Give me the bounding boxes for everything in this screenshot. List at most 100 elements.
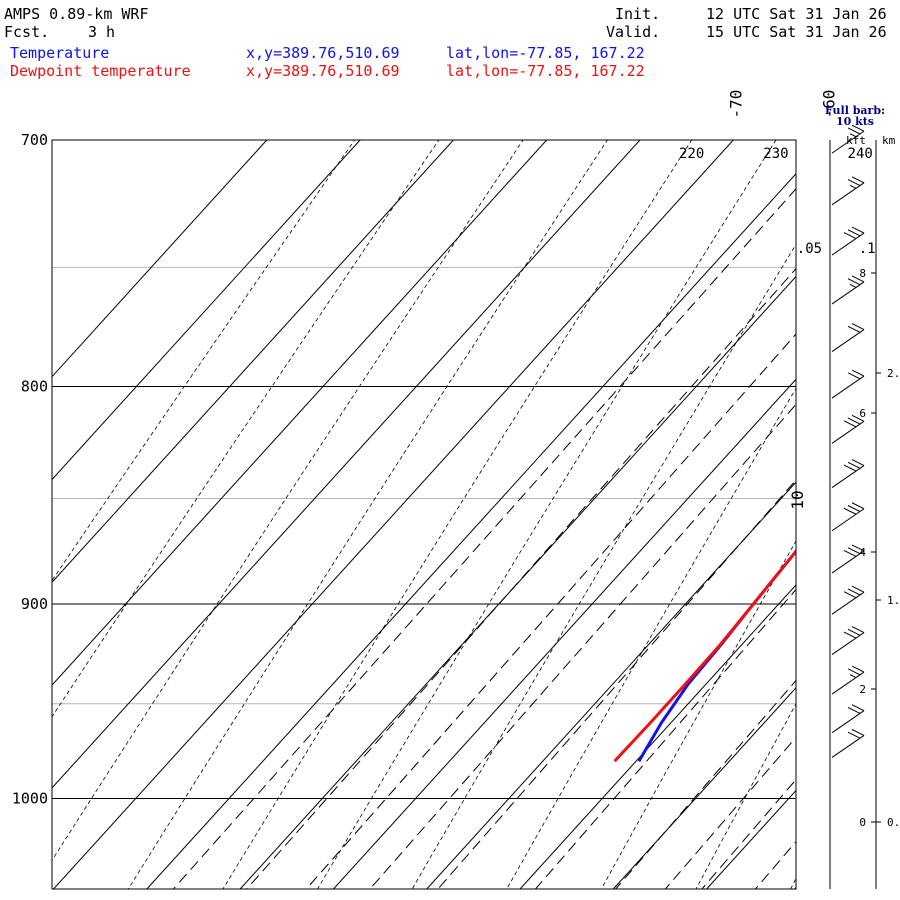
mixing-ratio-line bbox=[369, 403, 796, 889]
wind-barb-flag bbox=[851, 704, 865, 712]
isotherm-line bbox=[333, 378, 796, 889]
wind-barb-staff bbox=[831, 329, 865, 352]
dewpoint-line bbox=[613, 549, 796, 763]
height-axis: 8 6 4 2 0 2. 1. 0. bbox=[829, 140, 900, 889]
init-label: Init. bbox=[615, 5, 661, 23]
wind-barb bbox=[831, 275, 865, 305]
wind-barb-flag bbox=[847, 372, 861, 380]
model-title: AMPS 0.89-km WRF bbox=[4, 5, 149, 23]
wind-barb bbox=[831, 626, 865, 655]
isotherm-line bbox=[519, 584, 796, 889]
mixing-ratio-line bbox=[246, 267, 796, 889]
dry-adiabat-line bbox=[600, 540, 796, 889]
isotherm-line bbox=[52, 140, 361, 481]
wind-barb-flag bbox=[847, 628, 861, 636]
wind-barb-flag bbox=[847, 547, 861, 555]
wind-barb bbox=[831, 323, 865, 352]
wind-barb-staff bbox=[831, 281, 865, 305]
wind-barb-staff bbox=[831, 420, 865, 444]
wind-barb-flag bbox=[851, 275, 865, 283]
wind-barb-staff bbox=[831, 130, 865, 154]
theta-label: 240 bbox=[848, 146, 873, 162]
dry-adiabat-line bbox=[52, 140, 356, 582]
wind-barb-flag bbox=[851, 323, 865, 331]
wind-barb-flag bbox=[847, 229, 861, 237]
wind-barb-flag bbox=[847, 417, 861, 425]
isotherm-line bbox=[52, 140, 268, 378]
wind-barb-flag bbox=[843, 420, 857, 428]
wind-barb-flag bbox=[847, 668, 861, 676]
wind-barb-halfflag bbox=[849, 133, 857, 138]
km-tick-label: 0. bbox=[887, 816, 900, 829]
dry-adiabat-line bbox=[506, 387, 796, 889]
dry-adiabat-line bbox=[52, 140, 524, 862]
wind-barb-staff bbox=[831, 465, 865, 488]
legend-dewpoint-name: Dewpoint temperature bbox=[10, 62, 191, 80]
wind-barb-staff bbox=[831, 550, 865, 574]
isotherm-line bbox=[612, 687, 796, 889]
theta-label: 230 bbox=[763, 146, 788, 162]
wind-barb bbox=[831, 544, 865, 574]
kft-tick-label: 2 bbox=[859, 683, 866, 696]
wind-key-line2: 10 kts bbox=[836, 115, 874, 128]
wind-barb-flag bbox=[851, 124, 865, 132]
series-layer bbox=[613, 549, 796, 763]
kft-tick-label: 0 bbox=[859, 816, 866, 829]
forecast-hour: 3 h bbox=[88, 23, 116, 41]
wind-barb bbox=[831, 459, 865, 488]
legend-dewpoint-xy: x,y=389.76,510.69 bbox=[246, 62, 400, 80]
wind-barb-flag bbox=[851, 459, 865, 467]
wind-barb-staff bbox=[831, 591, 865, 615]
dry-adiabat-line bbox=[127, 140, 608, 889]
mixing-ratio-label: .1 bbox=[859, 241, 876, 257]
wind-barb-flag bbox=[843, 232, 857, 239]
wind-barb-flag bbox=[843, 464, 857, 472]
wind-barb-flag bbox=[847, 278, 861, 286]
wind-barb bbox=[831, 226, 865, 256]
height-axis-km-label: km bbox=[882, 134, 896, 147]
wind-barb bbox=[831, 502, 865, 532]
temperature-line bbox=[637, 549, 796, 762]
pressure-tick-label: 700 bbox=[21, 131, 48, 149]
wind-barb bbox=[831, 124, 865, 154]
dry-adiabat-line bbox=[411, 243, 796, 889]
wind-key-line1: Full barb: bbox=[825, 104, 885, 117]
wind-barb-flag bbox=[843, 631, 857, 639]
legend-temperature-latlon: lat,lon=-77.85, 167.22 bbox=[446, 44, 645, 62]
mixing-ratio-line bbox=[305, 333, 796, 889]
mixing-ratio-line bbox=[701, 778, 796, 889]
pressure-tick-label: 800 bbox=[21, 378, 48, 396]
legend-dewpoint-latlon: lat,lon=-77.85, 167.22 bbox=[446, 62, 645, 80]
forecast-label: Fcst. bbox=[4, 23, 50, 41]
wind-barb-staff bbox=[831, 508, 865, 532]
wind-barb-flag bbox=[851, 728, 865, 736]
wind-barb-flag bbox=[851, 544, 865, 552]
wind-barb-flag bbox=[847, 325, 861, 333]
valid-label: Valid. bbox=[606, 23, 661, 41]
wind-barb-flag bbox=[851, 226, 865, 234]
isotherm-line bbox=[52, 140, 548, 686]
wind-barb-flag bbox=[843, 591, 857, 599]
wind-barb-flag bbox=[847, 588, 861, 596]
kft-tick-label: 8 bbox=[859, 267, 866, 280]
wind-barb-flag bbox=[851, 414, 865, 422]
wind-barbs bbox=[831, 124, 865, 758]
wind-barb-staff bbox=[831, 375, 865, 399]
kft-tick-label: 4 bbox=[859, 546, 866, 559]
wind-barb-flag bbox=[851, 502, 865, 510]
dry-adiabat-line bbox=[222, 140, 693, 889]
valid-time: 15 UTC Sat 31 Jan 26 bbox=[706, 23, 887, 41]
isotherm-label: -70 bbox=[726, 90, 745, 119]
wind-barb-flag bbox=[851, 626, 865, 634]
mixing-ratio-line bbox=[437, 479, 796, 889]
isotherm-line bbox=[52, 140, 641, 789]
wind-barb bbox=[831, 728, 865, 758]
mixing-ratio-line bbox=[534, 588, 796, 889]
wind-barb-flag bbox=[851, 369, 865, 377]
wind-barb-staff bbox=[831, 710, 865, 734]
km-tick-label: 1. bbox=[887, 594, 900, 607]
dry-adiabat-line bbox=[317, 140, 777, 889]
wind-barb-flag bbox=[847, 731, 861, 739]
wind-barb-flag bbox=[851, 585, 865, 593]
wind-barb bbox=[831, 585, 865, 615]
